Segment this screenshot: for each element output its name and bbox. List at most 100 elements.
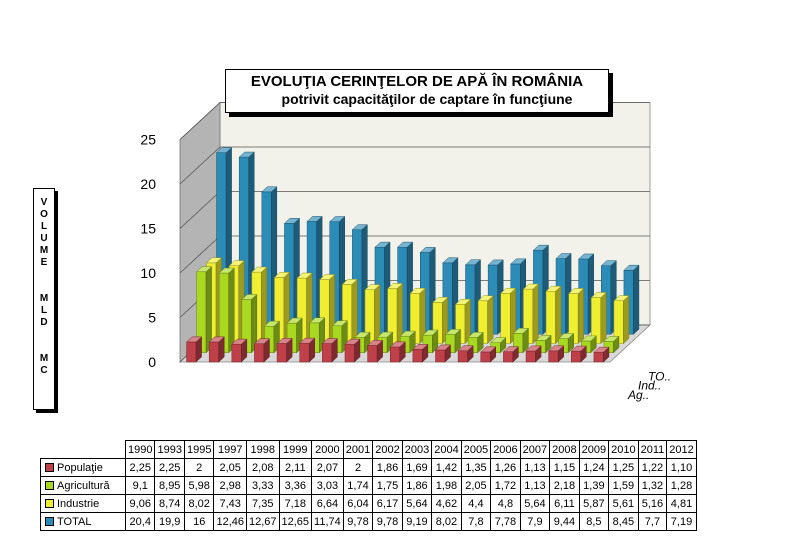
bar-top bbox=[464, 259, 482, 266]
table-year-header: 1998 bbox=[245, 440, 280, 459]
bar-top bbox=[623, 264, 640, 271]
bar bbox=[444, 328, 462, 354]
bar-top bbox=[457, 345, 474, 352]
bar-top bbox=[487, 259, 504, 266]
bar-top bbox=[419, 247, 436, 253]
bar bbox=[231, 338, 248, 363]
table-cell: 7,7 bbox=[637, 512, 668, 531]
bar-top bbox=[218, 267, 235, 274]
table-series-name: Populaţie bbox=[40, 458, 126, 477]
table-cell: 1,13 bbox=[519, 458, 551, 477]
bar-top bbox=[578, 253, 595, 260]
legend-swatch bbox=[45, 481, 54, 491]
bar-top bbox=[185, 336, 203, 343]
table-year-header: 2011 bbox=[637, 440, 668, 459]
table-year-header: 2009 bbox=[578, 440, 610, 459]
table-cell: 1,69 bbox=[401, 458, 433, 477]
bar bbox=[522, 283, 540, 345]
bar-top bbox=[386, 283, 404, 289]
bar bbox=[570, 345, 587, 363]
table-row: TOTAL 20,4 19,9 16 12,46 12,67 12,65 11,74 9,78 9… bbox=[40, 512, 697, 531]
table-cell: 7,18 bbox=[278, 494, 313, 513]
bar-top bbox=[613, 295, 630, 301]
table-year-header: 2001 bbox=[342, 440, 374, 459]
bar-top bbox=[600, 260, 617, 266]
bar-top bbox=[283, 218, 301, 224]
table-cell: 5,61 bbox=[608, 494, 639, 513]
bar bbox=[366, 339, 384, 363]
y-tick-label: 15 bbox=[140, 221, 156, 237]
bar-top bbox=[321, 338, 338, 344]
table-year-header: 2005 bbox=[460, 440, 492, 459]
table-year-header: 2007 bbox=[519, 440, 551, 459]
chart-title-box: EVOLUŢIA CERINŢELOR DE APĂ ÎN ROMÂNIA po… bbox=[225, 69, 609, 113]
bar bbox=[321, 337, 338, 363]
bar-top bbox=[208, 336, 225, 343]
table-year-header: 2012 bbox=[666, 440, 697, 459]
bar bbox=[409, 287, 426, 345]
bar-top bbox=[273, 272, 291, 278]
bar-top bbox=[261, 186, 278, 193]
bar-top bbox=[376, 331, 394, 338]
bar-top bbox=[412, 344, 429, 350]
legend-swatch bbox=[45, 499, 54, 509]
table-cell: 1,35 bbox=[460, 458, 492, 477]
table-cell: 1,24 bbox=[578, 458, 610, 477]
table-cell: 2,25 bbox=[124, 458, 156, 477]
table-cell: 5,64 bbox=[519, 494, 551, 513]
bar bbox=[434, 344, 452, 363]
bar-top bbox=[522, 283, 540, 290]
bar bbox=[422, 329, 439, 354]
table-cell: 5,64 bbox=[401, 494, 433, 513]
bar bbox=[208, 336, 225, 363]
bar bbox=[185, 336, 203, 363]
table-year-header: 1993 bbox=[154, 440, 185, 459]
chart-subtitle: potrivit capacităţilor de captare în fun… bbox=[281, 91, 573, 107]
table-cell: 8,95 bbox=[154, 476, 185, 495]
bar bbox=[613, 295, 630, 345]
bar bbox=[276, 337, 293, 363]
table-year-header: 2006 bbox=[490, 440, 521, 459]
bar-top bbox=[253, 338, 271, 345]
table-cell: 2 bbox=[342, 458, 374, 477]
table-cell: 20,4 bbox=[124, 512, 156, 531]
y-axis-label-box: V O L U M E M L D M C bbox=[33, 188, 55, 410]
table-cell: 11,74 bbox=[311, 512, 344, 531]
bar-top bbox=[344, 338, 361, 345]
bar-top bbox=[215, 147, 233, 153]
bar-top bbox=[329, 216, 346, 222]
table-cell: 6,11 bbox=[549, 494, 580, 513]
bar-top bbox=[366, 340, 384, 346]
bar-top bbox=[331, 320, 348, 327]
table-cell: 5,98 bbox=[183, 476, 215, 495]
bar-top bbox=[454, 299, 472, 305]
table-series-name: Industrie bbox=[40, 494, 126, 513]
bar-top bbox=[590, 292, 607, 298]
series-axis-label: Ind.. bbox=[638, 379, 661, 393]
bar-top bbox=[525, 345, 542, 352]
table-cell: 7,35 bbox=[245, 494, 280, 513]
bar-top bbox=[467, 332, 484, 338]
bar bbox=[590, 291, 607, 345]
bar-top bbox=[309, 317, 326, 324]
table-cell: 1,13 bbox=[519, 476, 551, 495]
series-axis-label: TO.. bbox=[648, 369, 671, 383]
bar-top bbox=[399, 330, 416, 337]
bar-top bbox=[228, 260, 245, 266]
bar-top bbox=[319, 274, 336, 280]
gridline bbox=[179, 146, 650, 185]
bar-top bbox=[480, 346, 497, 353]
table-cell: 6,17 bbox=[372, 494, 403, 513]
chart-title: EVOLUŢIA CERINŢELOR DE APĂ ÎN ROMÂNIA bbox=[250, 73, 584, 90]
table-cell: 1,74 bbox=[342, 476, 374, 495]
bar bbox=[512, 327, 530, 354]
table-cell: 1,32 bbox=[637, 476, 668, 495]
bar-top bbox=[396, 241, 414, 248]
table-cell: 5,87 bbox=[578, 494, 610, 513]
y-tick-label: 0 bbox=[148, 354, 156, 370]
table-cell: 3,36 bbox=[278, 476, 313, 495]
table-cell: 1,72 bbox=[490, 476, 521, 495]
table-cell: 12,67 bbox=[245, 512, 280, 531]
bar-top bbox=[477, 295, 494, 302]
